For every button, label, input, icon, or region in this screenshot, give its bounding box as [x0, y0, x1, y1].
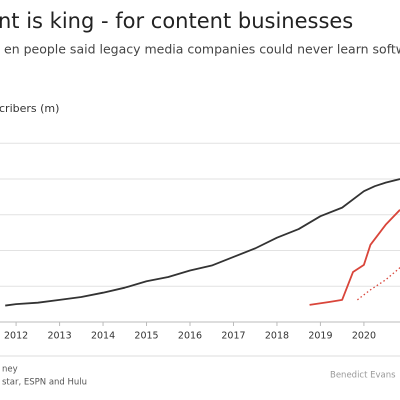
- x-tick-label: 2016: [178, 331, 202, 342]
- series-line: [356, 267, 400, 301]
- source-line: star, ESPN and Hulu: [2, 378, 87, 388]
- x-tick-label: 2020: [352, 331, 376, 342]
- x-tick-label: 2018: [265, 331, 289, 342]
- x-tick-label: 2015: [134, 331, 158, 342]
- x-tick-label: 2019: [308, 331, 332, 342]
- chart-title: nt is king - for content businesses: [0, 9, 353, 33]
- series-line: [5, 178, 400, 307]
- x-tick-label: 2014: [91, 331, 115, 342]
- x-tick-label: 2012: [4, 331, 28, 342]
- chart-subtitle: en people said legacy media companies co…: [4, 42, 400, 57]
- series-line: [309, 209, 400, 306]
- credit: Benedict Evans: [330, 371, 396, 381]
- source-line: ney: [2, 365, 18, 375]
- x-tick-label: 2017: [221, 331, 245, 342]
- y-axis-label: cribers (m): [0, 102, 59, 115]
- x-tick-label: 2013: [47, 331, 71, 342]
